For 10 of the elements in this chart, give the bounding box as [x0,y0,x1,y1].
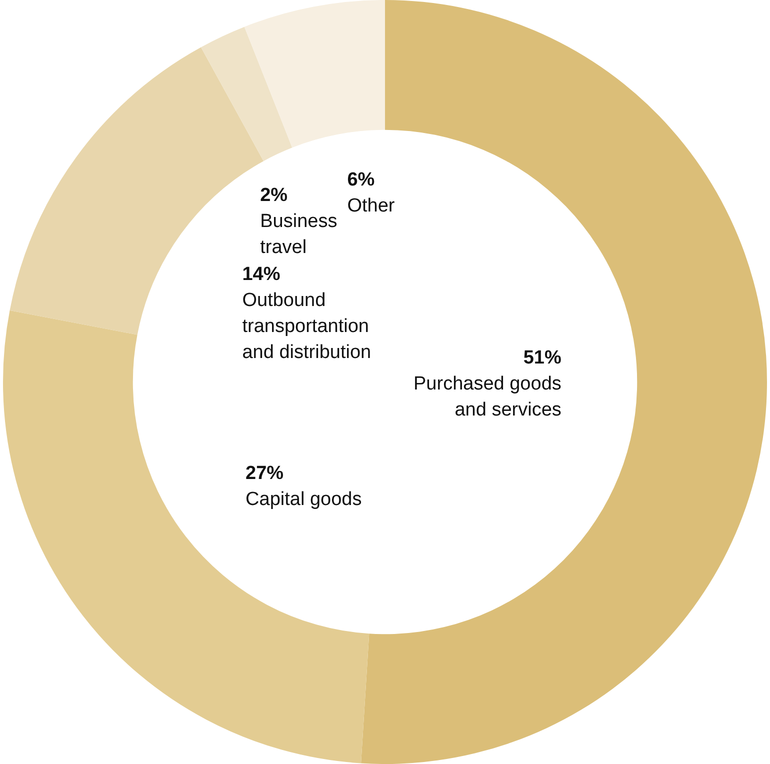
slice-label: Outbound transportantion and distribution [242,290,372,363]
slice-label: Business travel [260,211,338,258]
slice-label: Other [347,196,396,217]
data-label: 2% [260,185,288,206]
data-label: 51% [523,347,562,368]
slice-label: Purchased goods and services [414,373,562,420]
slice-label: Capital goods [246,488,362,510]
data-label: 14% [242,264,280,285]
data-label: 27% [246,462,284,484]
data-label: 6% [347,170,375,191]
